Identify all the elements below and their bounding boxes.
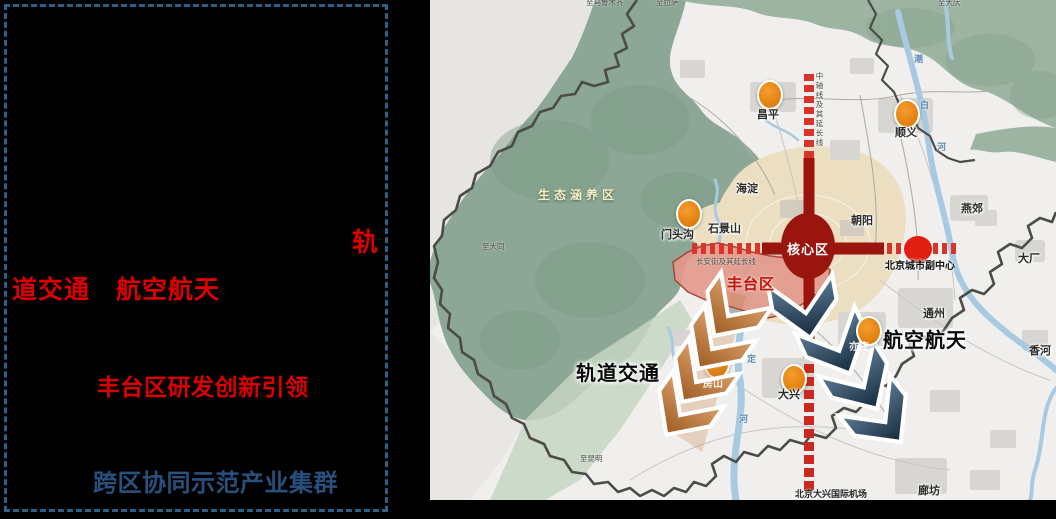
subcenter-circle bbox=[904, 236, 932, 262]
label-shijingshan: 石景山 bbox=[708, 223, 741, 235]
label-rail-corridor: 轨道交通 bbox=[576, 363, 660, 385]
southwest-mountains bbox=[430, 332, 525, 500]
label-aerospace-corridor: 航空航天 bbox=[883, 330, 967, 352]
label-yanjiao: 燕郊 bbox=[961, 203, 983, 215]
marker-daxing bbox=[781, 364, 807, 394]
label-fengtai-region: 丰台区 bbox=[727, 276, 776, 293]
urban-west-extension bbox=[688, 202, 772, 254]
label-haidian: 海淀 bbox=[736, 183, 758, 195]
label-chaobai-3: 河 bbox=[937, 142, 947, 152]
label-chaoyang: 朝阳 bbox=[851, 215, 873, 227]
label-shunyi: 顺义 bbox=[895, 127, 917, 139]
label-to-urumqi: 至乌鲁木齐 bbox=[586, 0, 624, 7]
label-to-lhasa: 至拉萨 bbox=[656, 0, 679, 7]
title-line-fengtai-innovation: 丰台区研发创新引领 bbox=[97, 374, 309, 400]
beijing-map: 生态涵养区 昌平顺义海淀朝阳石景山门头沟 燕郊大厂通州香河廊坊 大兴 房山 亦庄 丰台区 核心… bbox=[430, 0, 1056, 500]
label-daxing: 大兴 bbox=[778, 389, 800, 401]
label-yongding-1: 定 bbox=[747, 354, 757, 364]
label-yizhuang: 亦庄 bbox=[849, 342, 869, 353]
label-to-datong: 至大同 bbox=[482, 242, 505, 251]
title-line-industries: 道交通 航空航天 bbox=[12, 276, 221, 304]
municipal-boundary bbox=[432, 0, 1056, 498]
marker-changping bbox=[757, 80, 783, 110]
label-to-daqing: 至大庆 bbox=[938, 0, 961, 7]
label-daxing-airport: 北京大兴国际机场 bbox=[795, 489, 868, 499]
label-dachang: 大厂 bbox=[1018, 253, 1040, 265]
mountain-texture bbox=[480, 85, 720, 370]
marker-mentougou bbox=[676, 199, 702, 229]
label-mentougou: 门头沟 bbox=[661, 229, 694, 241]
label-changan-axis: 长安街及其延长线 bbox=[696, 257, 756, 266]
dashed-border-box bbox=[4, 4, 388, 512]
label-yongding-2: 河 bbox=[739, 414, 749, 424]
core-area-circle bbox=[781, 213, 835, 279]
label-central-axis: 中轴线及其延长线 bbox=[815, 72, 824, 148]
label-changping: 昌平 bbox=[757, 109, 779, 121]
northeast-mountains bbox=[680, 0, 1056, 128]
label-fangshan: 房山 bbox=[703, 379, 723, 390]
title-line-cluster: 跨区协同示范产业集群 bbox=[93, 470, 338, 497]
label-core-area: 核心区 bbox=[787, 242, 830, 257]
left-text-panel: 轨 道交通 航空航天 丰台区研发创新引领 跨区协同示范产业集群 bbox=[0, 0, 430, 519]
north-boundary bbox=[867, 0, 976, 164]
east-green-finger bbox=[970, 126, 1056, 162]
ecological-zone-region bbox=[430, 0, 778, 421]
label-tongzhou: 通州 bbox=[923, 308, 945, 320]
label-chaobai-2: 白 bbox=[920, 100, 930, 110]
base-map-svg bbox=[430, 0, 1056, 500]
label-langfang: 廊坊 bbox=[918, 485, 940, 497]
southwest-green-flats bbox=[490, 300, 692, 500]
title-fragment: 轨 bbox=[352, 227, 379, 257]
corridor-arrows-svg bbox=[638, 270, 1056, 500]
marker-yizhuang bbox=[856, 316, 882, 346]
chaobai-river bbox=[895, 9, 1056, 373]
marker-shunyi bbox=[894, 99, 920, 129]
label-to-kunming: 至昆明 bbox=[580, 454, 603, 463]
ne-mountain-texture bbox=[865, 8, 1056, 119]
label-chaobai-1: 潮 bbox=[914, 54, 924, 64]
label-xianghe: 香河 bbox=[1029, 345, 1051, 357]
label-eco-zone: 生态涵养区 bbox=[538, 188, 619, 202]
label-subcenter: 北京城市副中心 bbox=[885, 261, 955, 272]
